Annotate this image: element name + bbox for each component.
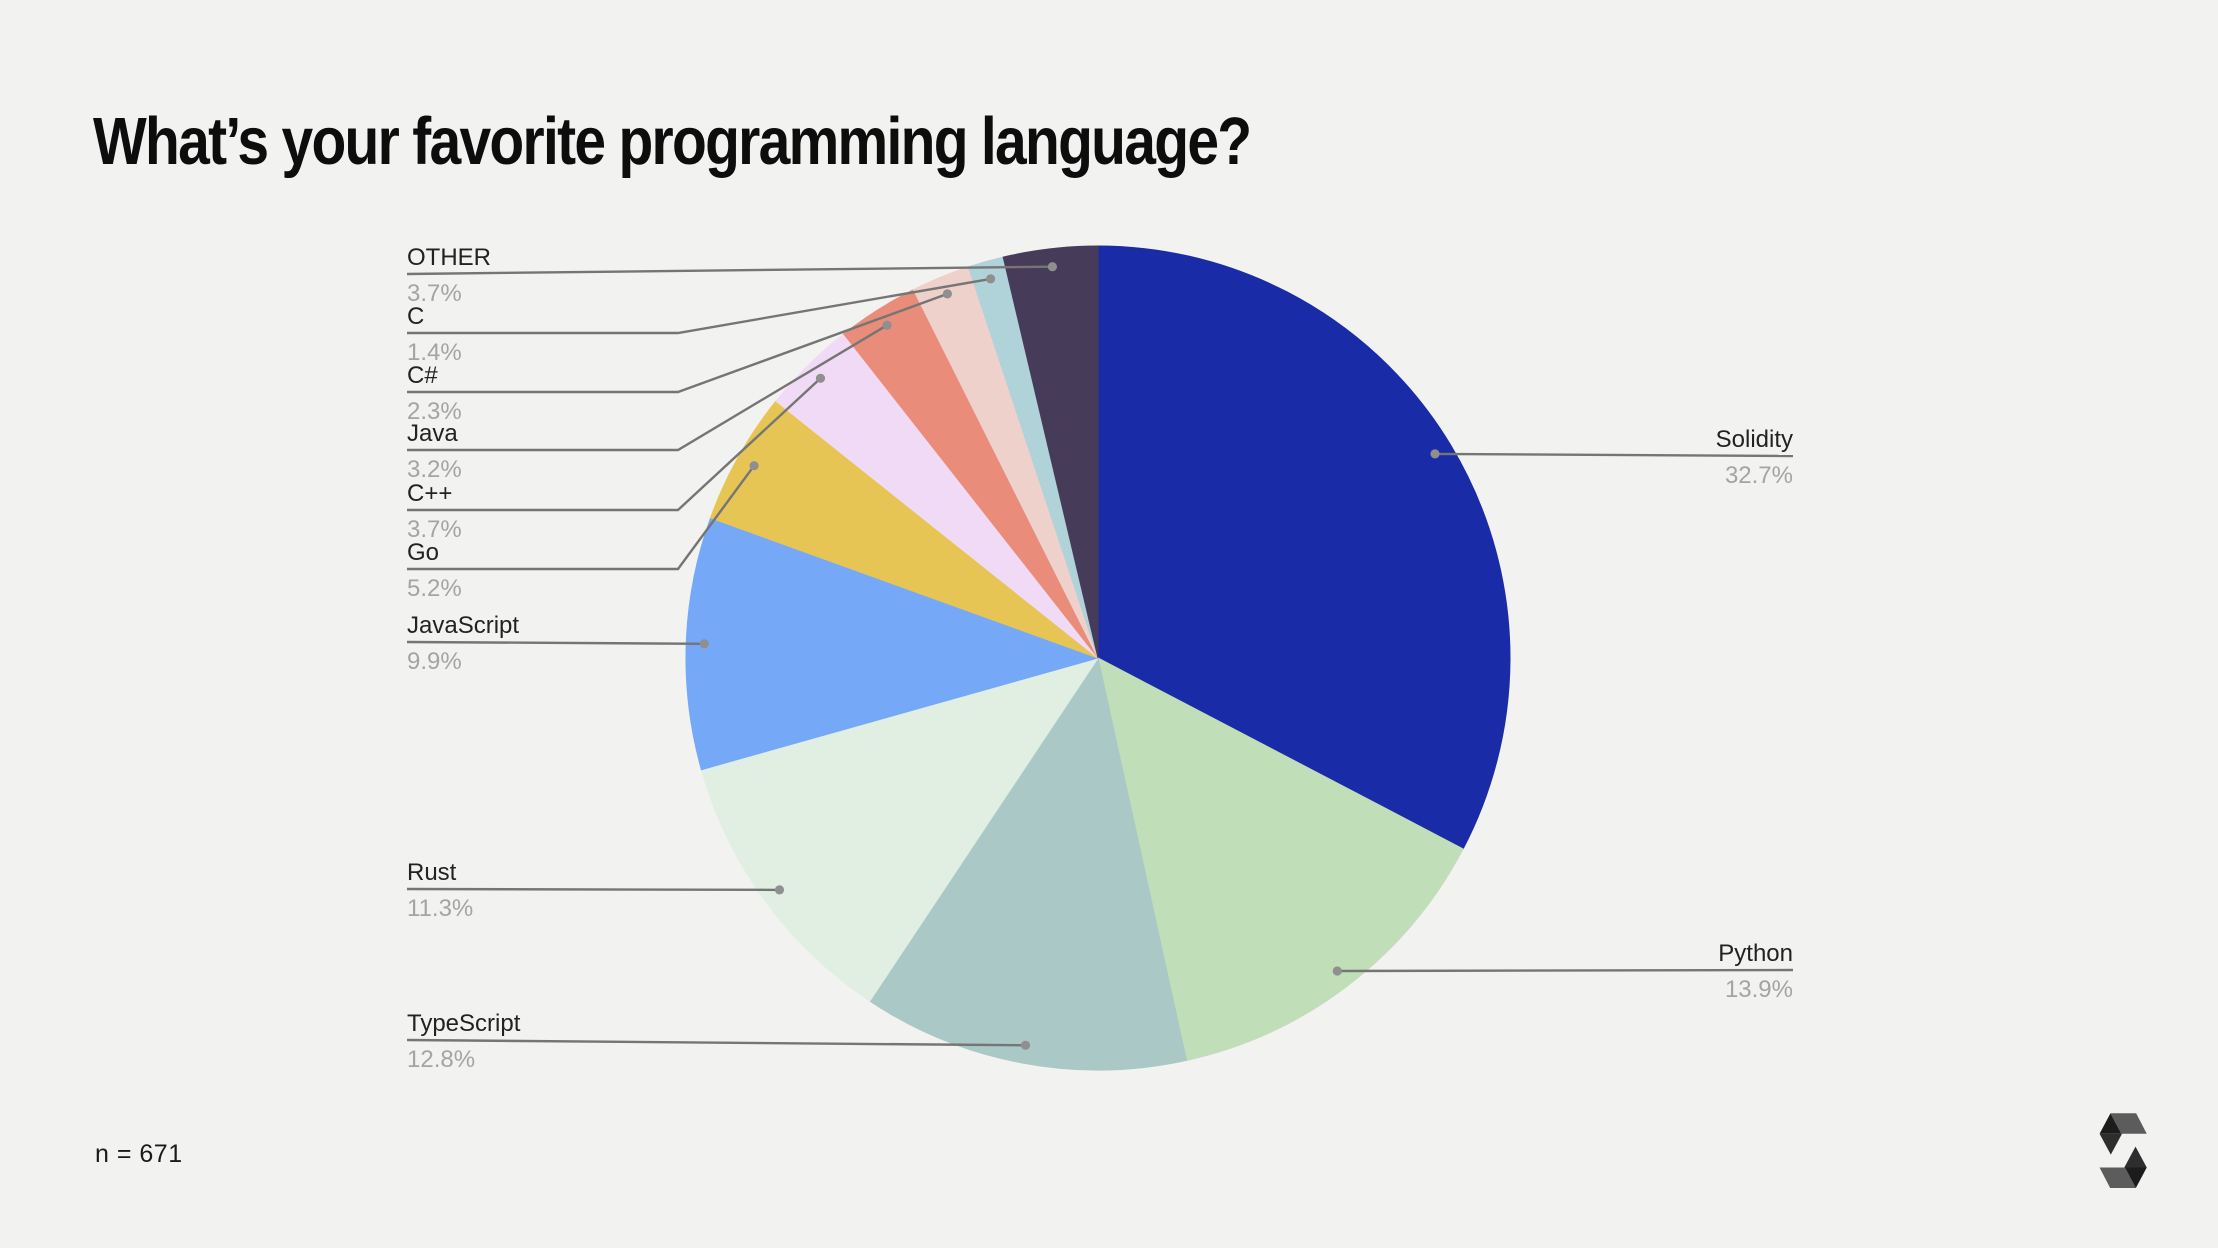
pie-slices — [685, 245, 1511, 1071]
leader-dot-java — [882, 320, 892, 330]
slice-labels: Solidity 32.7% Python 13.9% TypeScript 12.8% R… — [407, 244, 1793, 1073]
pie-slice-other — [1002, 245, 1099, 659]
leader-dot-solidity — [1430, 449, 1440, 459]
leader-dot-c — [986, 274, 996, 284]
solidity-logo-top-down-triangle — [2099, 1133, 2123, 1155]
leader-line-rust — [406, 887, 780, 892]
slice-label-go: Go — [407, 539, 439, 566]
slice-pct-typescript: 12.8% — [407, 1046, 475, 1073]
slice-label-other: OTHER — [407, 244, 491, 271]
solidity-logo-bottom-up-triangle — [2124, 1146, 2147, 1168]
slice-label-java: Java — [407, 420, 458, 447]
slice-pct-java: 3.2% — [407, 456, 462, 483]
leader-line-solidity — [1434, 452, 1794, 458]
leader-dot-rust — [774, 885, 785, 895]
slice-label-rust: Rust — [407, 859, 457, 886]
leader-dot-csharp — [942, 289, 953, 299]
solidity-logo-bottom-left-quad — [2099, 1167, 2136, 1189]
pie-slice-rust — [700, 657, 1100, 1002]
leader-line-go — [407, 464, 756, 571]
slice-pct-go: 5.2% — [407, 575, 462, 602]
pie-slice-solidity — [1097, 245, 1511, 850]
leader-line-typescript — [406, 1038, 1026, 1047]
leader-dot-python — [1332, 966, 1342, 976]
leader-line-java — [407, 324, 888, 452]
slice-pct-rust: 11.3% — [407, 895, 473, 922]
solidity-logo-bottom-right-triangle — [2124, 1167, 2147, 1189]
slice-label-typescript: TypeScript — [407, 1010, 521, 1037]
slice-label-python: Python — [1718, 940, 1793, 967]
page-title: What’s your favorite programming languag… — [93, 104, 1252, 179]
sample-size: n = 671 — [95, 1140, 183, 1168]
solidity-logo-top-left-triangle — [2099, 1113, 2122, 1134]
leader-line-cplusplus — [407, 377, 822, 512]
leader-lines — [406, 262, 1794, 1050]
slice-pct-python: 13.9% — [1725, 976, 1793, 1003]
slice-pct-c: 1.4% — [407, 339, 462, 366]
slice-pct-csharp: 2.3% — [407, 398, 462, 425]
leader-dot-cplusplus — [815, 373, 826, 383]
slice-label-csharp: C# — [407, 362, 438, 389]
leader-line-other — [406, 265, 1053, 276]
slice-pct-cplusplus: 3.7% — [407, 516, 462, 543]
slice-label-c: C — [407, 303, 424, 330]
slice-label-cplusplus: C++ — [407, 480, 452, 507]
leader-line-c — [407, 277, 991, 335]
slice-label-javascript: JavaScript — [407, 612, 519, 639]
slice-pct-javascript: 9.9% — [407, 648, 462, 675]
leader-line-python — [1337, 968, 1794, 973]
leader-dot-javascript — [699, 639, 709, 649]
slice-pct-solidity: 32.7% — [1725, 462, 1793, 489]
slice-label-solidity: Solidity — [1716, 426, 1793, 453]
leader-line-csharp — [407, 292, 948, 394]
slice-pct-other: 3.7% — [407, 280, 462, 307]
leader-dot-other — [1047, 262, 1057, 272]
leader-dot-go — [749, 461, 759, 471]
leader-dot-typescript — [1020, 1040, 1031, 1050]
solidity-logo — [2099, 1113, 2147, 1189]
solidity-logo-top-right-quad — [2110, 1113, 2147, 1134]
pie-slice-python — [1097, 657, 1464, 1061]
pie-slice-typescript — [869, 656, 1188, 1071]
leader-line-javascript — [406, 640, 705, 645]
